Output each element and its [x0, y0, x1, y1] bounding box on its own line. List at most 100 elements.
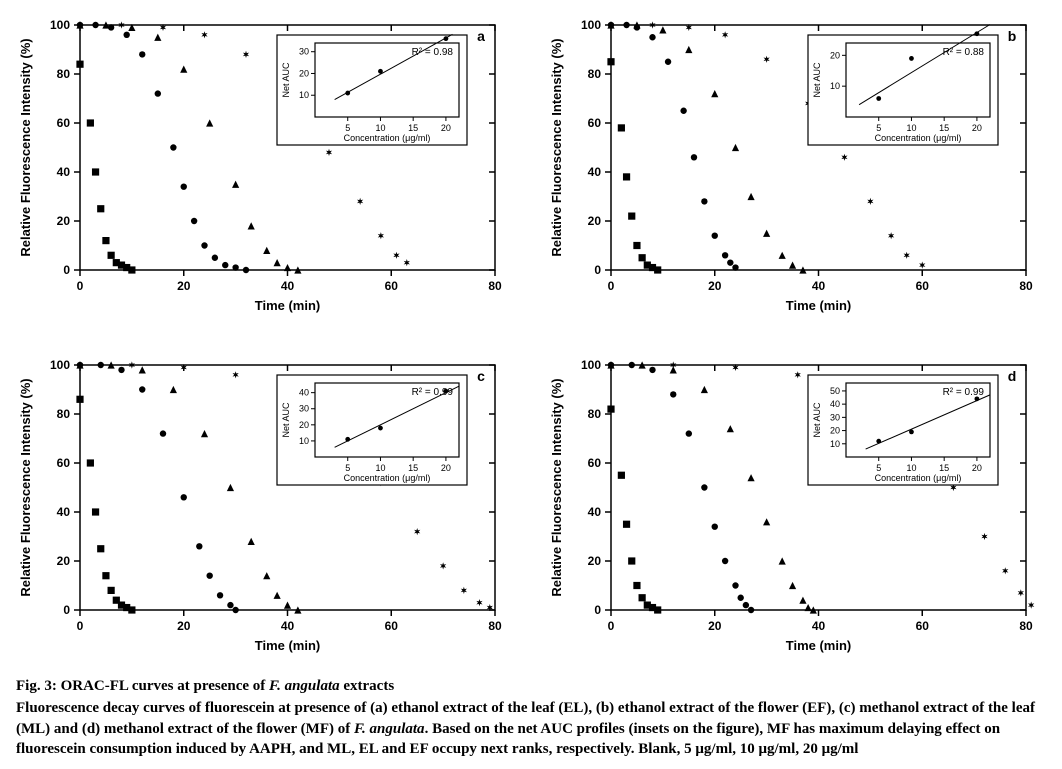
svg-text:5: 5: [345, 123, 350, 133]
svg-text:Net AUC: Net AUC: [812, 62, 822, 98]
svg-text:0: 0: [594, 263, 601, 277]
svg-text:c: c: [477, 368, 485, 384]
panel-c: 020406080020406080100Time (min)Relative …: [10, 350, 510, 660]
svg-text:0: 0: [608, 619, 615, 633]
svg-text:60: 60: [385, 279, 399, 293]
svg-text:0: 0: [77, 619, 84, 633]
svg-text:80: 80: [1019, 619, 1033, 633]
svg-text:0: 0: [608, 279, 615, 293]
svg-text:0: 0: [77, 279, 84, 293]
svg-text:Net AUC: Net AUC: [281, 402, 291, 438]
svg-text:Relative Fluorescence Intensit: Relative Fluorescence Intensity (%): [549, 378, 564, 596]
svg-text:10: 10: [375, 123, 385, 133]
svg-text:10: 10: [906, 123, 916, 133]
svg-text:d: d: [1008, 368, 1017, 384]
svg-text:15: 15: [939, 123, 949, 133]
svg-text:20: 20: [441, 123, 451, 133]
caption-title-em: F. angulata: [269, 678, 340, 694]
svg-text:10: 10: [299, 90, 309, 100]
svg-text:40: 40: [812, 619, 826, 633]
svg-text:30: 30: [299, 47, 309, 57]
svg-text:20: 20: [708, 619, 722, 633]
svg-text:40: 40: [812, 279, 826, 293]
svg-text:40: 40: [57, 165, 71, 179]
caption-title-pre: Fig. 3: ORAC-FL curves at presence of: [16, 678, 269, 694]
svg-text:100: 100: [50, 18, 70, 32]
svg-text:80: 80: [588, 67, 602, 81]
svg-text:0: 0: [594, 603, 601, 617]
svg-text:80: 80: [57, 67, 71, 81]
svg-text:15: 15: [939, 463, 949, 473]
svg-text:20: 20: [177, 619, 191, 633]
chart-grid: 020406080020406080100Time (min)Relative …: [10, 10, 1052, 660]
svg-text:30: 30: [830, 412, 840, 422]
svg-text:60: 60: [588, 456, 602, 470]
svg-text:R² = 0.98: R² = 0.98: [412, 47, 454, 58]
svg-text:20: 20: [972, 463, 982, 473]
svg-text:20: 20: [299, 68, 309, 78]
svg-text:60: 60: [57, 456, 71, 470]
figure-caption: Fig. 3: ORAC-FL curves at presence of F.…: [10, 672, 1052, 759]
svg-text:Relative Fluorescence Intensit: Relative Fluorescence Intensity (%): [18, 38, 33, 256]
svg-text:30: 30: [299, 404, 309, 414]
svg-text:80: 80: [588, 407, 602, 421]
svg-text:60: 60: [916, 619, 930, 633]
svg-text:10: 10: [830, 439, 840, 449]
svg-text:10: 10: [375, 463, 385, 473]
svg-text:Concentration (μg/ml): Concentration (μg/ml): [875, 473, 962, 483]
svg-text:80: 80: [1019, 279, 1033, 293]
svg-text:40: 40: [588, 505, 602, 519]
svg-text:20: 20: [299, 420, 309, 430]
svg-text:20: 20: [708, 279, 722, 293]
svg-text:R² = 0.88: R² = 0.88: [943, 47, 985, 58]
svg-text:Concentration (μg/ml): Concentration (μg/ml): [344, 473, 431, 483]
svg-text:a: a: [477, 28, 485, 44]
svg-text:Net AUC: Net AUC: [812, 402, 822, 438]
svg-text:5: 5: [345, 463, 350, 473]
svg-text:15: 15: [408, 463, 418, 473]
svg-text:20: 20: [830, 426, 840, 436]
svg-text:80: 80: [57, 407, 71, 421]
svg-text:20: 20: [177, 279, 191, 293]
svg-text:0: 0: [63, 603, 70, 617]
svg-text:40: 40: [299, 388, 309, 398]
svg-text:100: 100: [581, 358, 601, 372]
svg-text:40: 40: [281, 279, 295, 293]
svg-text:R² = 0.99: R² = 0.99: [943, 387, 985, 398]
panel-d: 0 20 40 60 80 0 20 40 60 80 100 Time (min) Relative …: [541, 350, 1041, 660]
caption-title-post: extracts: [340, 678, 395, 694]
svg-text:60: 60: [385, 619, 399, 633]
svg-text:R² = 0.99: R² = 0.99: [412, 387, 454, 398]
svg-text:Time (min): Time (min): [786, 298, 852, 313]
svg-text:10: 10: [906, 463, 916, 473]
svg-text:Relative Fluorescence Intensit: Relative Fluorescence Intensity (%): [18, 378, 33, 596]
svg-text:Time (min): Time (min): [255, 638, 321, 653]
svg-text:40: 40: [830, 399, 840, 409]
svg-text:60: 60: [916, 279, 930, 293]
svg-text:Relative Fluorescence Intensit: Relative Fluorescence Intensity (%): [549, 38, 564, 256]
panel-a: 020406080020406080100Time (min)Relative …: [10, 10, 510, 320]
svg-text:40: 40: [57, 505, 71, 519]
svg-text:Concentration (μg/ml): Concentration (μg/ml): [344, 133, 431, 143]
svg-text:15: 15: [408, 123, 418, 133]
svg-text:60: 60: [57, 116, 71, 130]
svg-text:Time (min): Time (min): [786, 638, 852, 653]
svg-text:10: 10: [830, 81, 840, 91]
svg-text:50: 50: [830, 386, 840, 396]
caption-title: Fig. 3: ORAC-FL curves at presence of F.…: [16, 676, 1046, 696]
caption-body-em: F. angulata: [354, 721, 425, 737]
svg-text:20: 20: [441, 463, 451, 473]
svg-text:40: 40: [281, 619, 295, 633]
svg-text:b: b: [1008, 28, 1017, 44]
svg-text:5: 5: [876, 463, 881, 473]
svg-text:100: 100: [581, 18, 601, 32]
svg-text:20: 20: [972, 123, 982, 133]
svg-text:80: 80: [488, 279, 502, 293]
svg-text:20: 20: [57, 554, 71, 568]
svg-text:10: 10: [299, 436, 309, 446]
svg-text:Concentration (μg/ml): Concentration (μg/ml): [875, 133, 962, 143]
svg-text:Time (min): Time (min): [255, 298, 321, 313]
svg-text:100: 100: [50, 358, 70, 372]
svg-text:20: 20: [588, 214, 602, 228]
caption-body: Fluorescence decay curves of fluorescein…: [16, 700, 1035, 757]
